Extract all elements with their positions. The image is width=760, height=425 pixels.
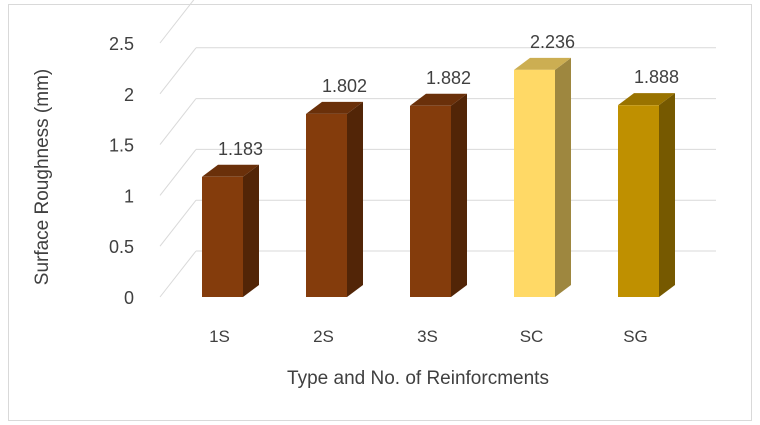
bar-2S bbox=[306, 101, 363, 297]
y-tick-label: 2.5 bbox=[109, 34, 134, 54]
gridline-diagonal bbox=[159, 0, 195, 44]
y-axis-title: Surface Roughness (mm) bbox=[32, 69, 53, 285]
data-label: 1.183 bbox=[218, 139, 263, 159]
gridline-diagonal bbox=[159, 98, 197, 145]
gridline-diagonal bbox=[159, 47, 197, 95]
bar-top bbox=[306, 101, 363, 114]
bar-3S bbox=[410, 93, 467, 297]
data-label: 1.888 bbox=[634, 67, 679, 87]
data-label: 1.882 bbox=[426, 68, 471, 88]
bar-front bbox=[306, 113, 347, 297]
data-labels: 1.183 1.802 1.882 2.236 1.888 bbox=[218, 32, 679, 159]
gridline-diagonal bbox=[159, 199, 197, 247]
bar-top bbox=[514, 57, 571, 70]
data-label: 2.236 bbox=[530, 32, 575, 52]
bars bbox=[202, 57, 675, 297]
bar-side bbox=[243, 164, 259, 297]
y-tick-label: 1 bbox=[124, 186, 134, 206]
bar-side bbox=[659, 93, 675, 297]
bar-top bbox=[618, 93, 675, 106]
x-tick-label: SG bbox=[623, 327, 648, 346]
bar-SG bbox=[618, 93, 675, 297]
x-tick-label: 1S bbox=[209, 327, 230, 346]
bar-front bbox=[410, 105, 451, 297]
bar-1S bbox=[202, 164, 259, 297]
bar-top bbox=[410, 93, 467, 106]
bar-SC bbox=[514, 57, 571, 297]
x-tick-label: 3S bbox=[417, 327, 438, 346]
bar-front bbox=[618, 105, 659, 297]
gridline-diagonal bbox=[159, 149, 197, 196]
x-axis-ticks: 1S 2S 3S SC SG bbox=[209, 327, 648, 346]
gridline-diagonal bbox=[159, 250, 197, 298]
x-tick-label: 2S bbox=[313, 327, 334, 346]
bar-side bbox=[347, 101, 363, 297]
y-axis-ticks: 0 0.5 1 1.5 2 2.5 bbox=[109, 34, 134, 308]
y-tick-label: 2 bbox=[124, 85, 134, 105]
y-tick-label: 1.5 bbox=[109, 136, 134, 156]
bar-front bbox=[202, 176, 243, 297]
y-tick-label: 0.5 bbox=[109, 237, 134, 257]
x-axis-title: Type and No. of Reinforcments bbox=[287, 368, 549, 389]
x-tick-label: SC bbox=[520, 327, 544, 346]
bar-side bbox=[555, 57, 571, 297]
y-tick-label: 0 bbox=[124, 288, 134, 308]
data-label: 1.802 bbox=[322, 76, 367, 96]
bar-front bbox=[514, 69, 555, 297]
bar-side bbox=[451, 93, 467, 297]
bar-top bbox=[202, 164, 259, 177]
